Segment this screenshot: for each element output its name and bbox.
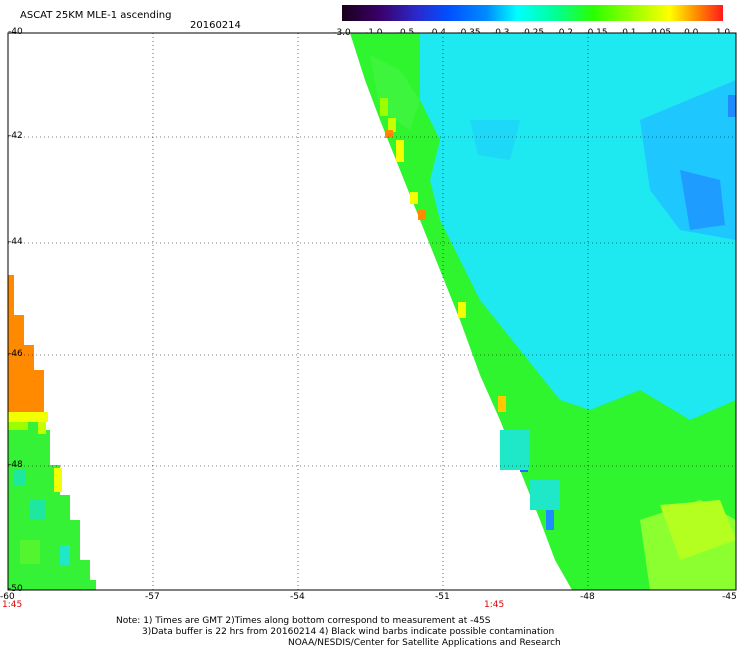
- left-swath: [8, 275, 96, 590]
- latitude-label: -48: [8, 460, 23, 470]
- latitude-label: -46: [8, 349, 23, 359]
- longitude-label: -60: [0, 592, 15, 602]
- product-title: ASCAT 25KM MLE-1 ascending: [20, 10, 172, 21]
- time-label-left: 1:45: [2, 600, 23, 610]
- map-frame: [7, 32, 737, 591]
- longitude-label: -51: [435, 592, 450, 602]
- longitude-label: -57: [145, 592, 160, 602]
- time-label-right: 1:45: [484, 600, 505, 610]
- latitude-label: -40: [8, 27, 23, 37]
- right-swath: [350, 33, 736, 590]
- longitude-label: -48: [580, 592, 595, 602]
- product-date: 20160214: [190, 20, 241, 31]
- graticule: [8, 33, 736, 590]
- latitude-label: -50: [8, 584, 23, 594]
- note-line-1: Note: 1) Times are GMT 2)Times along bot…: [116, 616, 491, 626]
- colorbar-ramp: [342, 5, 723, 21]
- longitude-label: -45: [722, 592, 737, 602]
- latitude-label: -44: [8, 237, 23, 247]
- latitude-label: -42: [8, 131, 23, 141]
- note-line-2: 3)Data buffer is 22 hrs from 20160214 4)…: [142, 627, 555, 637]
- longitude-label: -54: [290, 592, 305, 602]
- note-line-3: NOAA/NESDIS/Center for Satellite Applica…: [288, 638, 561, 648]
